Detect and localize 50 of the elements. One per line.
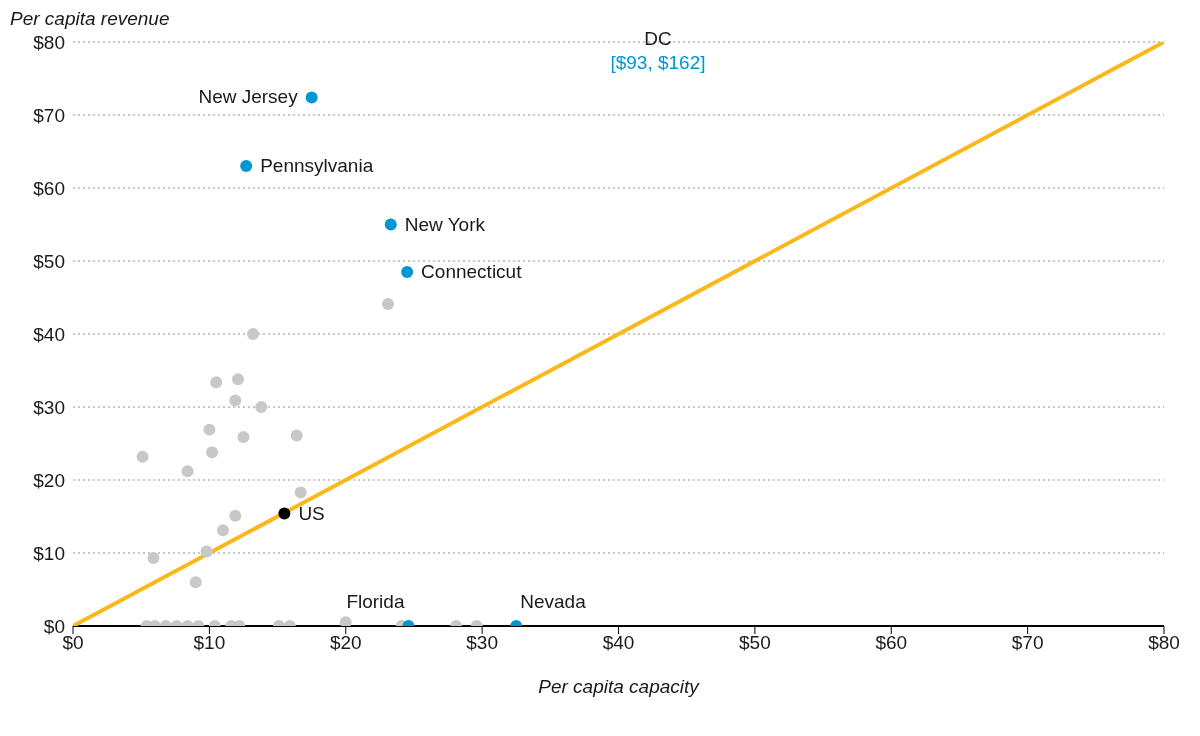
series-label: Pennsylvania xyxy=(260,155,374,177)
x-tick-label: $50 xyxy=(739,632,771,654)
point xyxy=(294,486,307,499)
y-tick-label: $40 xyxy=(33,323,65,345)
x-tick-label: $20 xyxy=(329,632,362,654)
y-tick-label: $60 xyxy=(33,177,65,199)
y-tick-label: $50 xyxy=(33,250,65,272)
series-label: Florida xyxy=(346,591,405,612)
x-tick-label: $70 xyxy=(1011,632,1044,654)
point xyxy=(232,373,245,386)
point xyxy=(255,401,268,413)
series-label: Connecticut xyxy=(421,260,523,282)
series-label: US xyxy=(298,502,325,524)
point xyxy=(278,507,291,520)
x-tick-label: $10 xyxy=(193,632,226,654)
y-tick-label: $70 xyxy=(33,104,65,126)
point xyxy=(247,328,260,340)
y-tick-label: $10 xyxy=(33,542,65,564)
annotation: DC xyxy=(643,28,673,50)
point xyxy=(206,446,219,459)
point xyxy=(237,430,250,443)
point xyxy=(210,376,223,389)
point xyxy=(382,298,395,311)
point xyxy=(339,616,352,626)
x-tick-label: $30 xyxy=(466,632,498,654)
point xyxy=(203,423,216,436)
x-tick-label: $80 xyxy=(1148,632,1180,654)
x-tick-label: $0 xyxy=(62,632,84,654)
series-label: New Jersey xyxy=(198,86,299,108)
annotation: [$93, $162] xyxy=(609,52,707,74)
point xyxy=(290,429,303,442)
x-tick-label: $40 xyxy=(602,632,635,654)
y-tick-label: $80 xyxy=(33,31,65,53)
y-tick-label: $20 xyxy=(33,469,65,491)
x-tick-label: $60 xyxy=(875,632,908,654)
point xyxy=(200,545,213,558)
point xyxy=(217,524,230,537)
point xyxy=(401,265,414,278)
point xyxy=(136,450,149,463)
point xyxy=(384,218,397,231)
point xyxy=(229,509,242,522)
series-label: Nevada xyxy=(520,591,587,612)
point xyxy=(229,394,242,407)
y-axis-title: Per capita revenue xyxy=(10,8,170,30)
y-tick-label: $0 xyxy=(43,615,65,637)
series-label: New York xyxy=(404,213,486,235)
point xyxy=(240,160,253,173)
point xyxy=(181,465,194,478)
x-axis-title: Per capita capacity xyxy=(537,676,701,698)
y-tick-label: $30 xyxy=(33,396,65,418)
